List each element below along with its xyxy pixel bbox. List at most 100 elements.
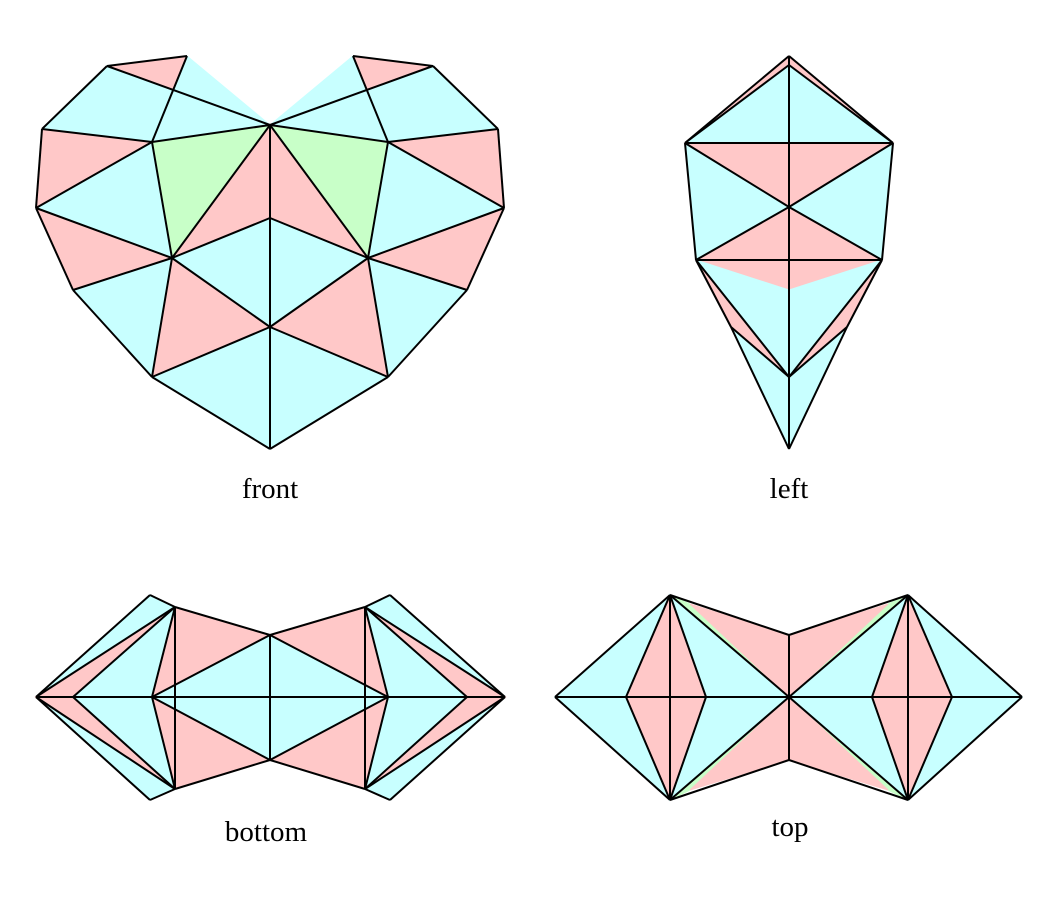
top-edge-22	[788, 594, 909, 698]
left-edge-13	[846, 259, 883, 328]
left-edge-2	[684, 64, 790, 144]
bottom-edge-4	[149, 788, 176, 801]
top-view-label: top	[771, 811, 808, 843]
bottom-edge-1	[149, 594, 176, 608]
bottom-edge-10	[364, 788, 391, 801]
front-edge-2	[35, 128, 43, 209]
bottom-edge-30	[269, 634, 389, 698]
bottom-edge-27	[364, 696, 389, 790]
front-edge-28	[151, 257, 173, 378]
front-edge-33	[171, 217, 271, 259]
top-edge-12	[625, 594, 671, 698]
front-edge-20	[151, 141, 173, 259]
front-edge-31	[171, 124, 271, 259]
left-edge-0	[684, 55, 790, 144]
top-edge-16	[871, 594, 909, 698]
bottom-edge-23	[364, 696, 468, 790]
top-edge-14	[669, 594, 707, 698]
front-edge-27	[367, 257, 468, 291]
front-edge-36	[269, 257, 369, 328]
front-view	[34, 55, 506, 450]
front-edge-17	[387, 128, 499, 143]
left-edge-10	[788, 206, 883, 261]
left-edge-18	[730, 326, 790, 378]
front-edge-13	[269, 65, 434, 126]
bottom-view	[34, 594, 507, 801]
left-edge-14	[695, 259, 790, 378]
front-edge-29	[367, 257, 389, 378]
left-edge-6	[881, 142, 894, 261]
left-edge-16	[730, 326, 790, 450]
bottom-edge-24	[151, 606, 176, 698]
bottom-edge-16	[364, 606, 506, 698]
front-edge-35	[171, 257, 271, 328]
front-edge-24	[35, 207, 173, 259]
front-edge-14	[151, 55, 188, 143]
front-edge-38	[269, 326, 389, 378]
top-edge-23	[788, 696, 909, 801]
top-edge-15	[669, 696, 707, 801]
left-view-label: left	[770, 473, 809, 505]
left-edge-17	[788, 326, 848, 450]
front-edge-7	[432, 65, 499, 130]
left-edge-7	[684, 142, 790, 208]
bottom-edge-28	[151, 634, 271, 698]
bottom-edge-6	[389, 594, 506, 698]
bottom-edge-9	[389, 696, 506, 801]
left-edge-1	[788, 55, 894, 144]
front-edge-9	[466, 207, 505, 291]
left-edge-8	[788, 142, 894, 208]
front-edge-16	[41, 128, 153, 143]
bottom-edge-2	[174, 606, 271, 636]
top-edge-7	[788, 759, 909, 801]
front-edge-8	[497, 128, 505, 209]
left-edge-12	[695, 259, 732, 328]
front-edge-1	[41, 65, 108, 130]
bottom-edge-17	[364, 696, 506, 790]
front-edge-37	[151, 326, 271, 378]
front-edge-15	[352, 55, 389, 143]
front-edge-10	[387, 289, 468, 378]
top-edge-18	[907, 594, 953, 698]
top-edge-1	[554, 696, 671, 801]
front-edge-5	[151, 376, 271, 450]
front-edge-26	[72, 257, 173, 291]
front-edge-21	[367, 141, 389, 259]
top-edge-19	[907, 696, 953, 801]
left-edge-3	[788, 64, 894, 144]
top-edge-21	[669, 696, 790, 801]
top-edge-5	[788, 594, 909, 636]
front-edge-23	[387, 141, 505, 209]
top-edge-13	[625, 696, 671, 801]
bottom-edge-3	[35, 696, 151, 801]
top-view	[553, 593, 1024, 802]
bottom-edge-25	[151, 696, 176, 790]
bottom-edge-20	[72, 606, 176, 698]
front-edge-19	[269, 124, 389, 143]
bottom-edge-0	[35, 594, 151, 698]
bottom-edge-14	[35, 606, 176, 698]
left-edge-15	[788, 259, 883, 378]
top-edge-20	[669, 594, 790, 698]
bottom-edge-29	[151, 696, 271, 761]
left-edge-5	[684, 142, 697, 261]
bottom-edge-22	[364, 606, 468, 698]
front-edge-11	[269, 376, 389, 450]
left-edge-19	[788, 326, 848, 378]
front-edge-0	[106, 55, 188, 67]
front-view-label: front	[242, 473, 298, 505]
left-edge-9	[695, 206, 790, 261]
bottom-view-label: bottom	[225, 816, 308, 848]
top-edge-2	[907, 594, 1023, 698]
front-edge-25	[367, 207, 505, 259]
top-edge-3	[907, 696, 1023, 801]
front-edge-18	[151, 124, 271, 143]
top-edge-4	[669, 594, 790, 636]
front-edge-12	[106, 65, 271, 126]
bottom-edge-21	[72, 696, 176, 790]
bottom-edge-11	[269, 759, 366, 790]
front-edge-22	[35, 141, 153, 209]
bottom-edge-31	[269, 696, 389, 761]
bottom-edge-8	[269, 606, 366, 636]
front-edge-4	[72, 289, 153, 378]
